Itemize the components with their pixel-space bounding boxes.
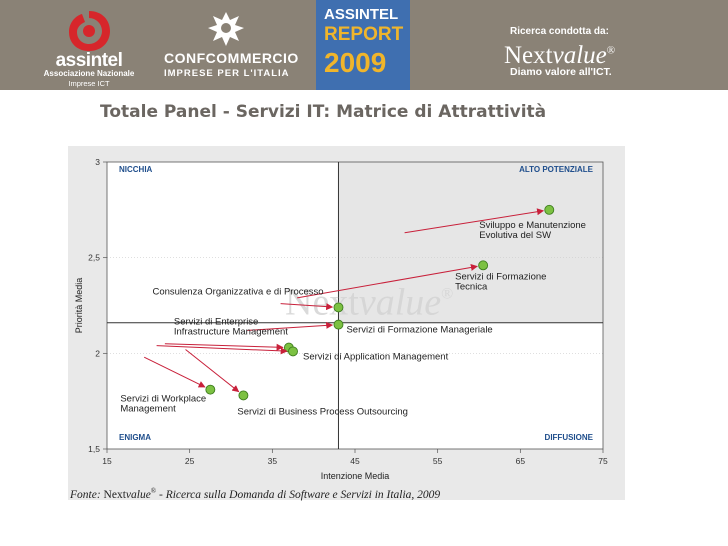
y-tick-label: 3 bbox=[95, 157, 100, 167]
data-point bbox=[544, 204, 555, 215]
assintel-logo: assintel Associazione Nazionale Imprese … bbox=[38, 8, 140, 88]
x-tick-label: 55 bbox=[433, 456, 443, 466]
data-point bbox=[288, 346, 298, 357]
data-point-label: Evolutiva del SW bbox=[479, 230, 551, 241]
data-point-label: Tecnica bbox=[455, 281, 488, 292]
report-year: 2009 bbox=[324, 47, 387, 78]
data-point-label: Consulenza Organizzativa e di Processo bbox=[152, 286, 323, 297]
trend-arrow bbox=[164, 343, 284, 351]
data-point-label: Servizi di Application Management bbox=[303, 351, 449, 362]
attractiveness-matrix-chart: Nextvalue® 15 25 35 45 55 65 75 3 2,5 2 1,5 Intenzio… bbox=[74, 157, 608, 481]
data-point bbox=[205, 384, 216, 395]
data-point-label: Servizi di Workplace bbox=[120, 394, 206, 405]
confcommercio-logo: CONFCOMMERCIO IMPRESE PER L'ITALIA bbox=[160, 10, 299, 88]
assintel-brand: assintel bbox=[55, 50, 123, 71]
data-point-label: Infrastructure Management bbox=[174, 327, 288, 338]
assintel-subtitle: Associazione Nazionale bbox=[43, 69, 135, 78]
y-tick-label: 2 bbox=[95, 348, 100, 358]
confcommercio-subtitle: IMPRESE PER L'ITALIA bbox=[164, 68, 290, 79]
assintel-mark-icon bbox=[69, 11, 110, 51]
nextvalue-block: Ricerca condotta da: Nextvalue® Diamo va… bbox=[500, 26, 700, 86]
data-point bbox=[238, 390, 249, 401]
data-point bbox=[333, 302, 344, 313]
trend-arrow bbox=[404, 208, 545, 234]
trend-arrow bbox=[247, 321, 334, 331]
y-axis-label: Priorità Media bbox=[74, 278, 84, 334]
header-banner: assintel Associazione Nazionale Imprese … bbox=[0, 0, 728, 90]
confcommercio-brand: CONFCOMMERCIO bbox=[164, 50, 299, 66]
quadrant-label: DIFFUSIONE bbox=[545, 433, 594, 442]
trend-arrow bbox=[143, 356, 206, 388]
nextvalue-tagline: Diamo valore all'ICT. bbox=[510, 66, 612, 78]
trend-arrow bbox=[280, 303, 334, 311]
quadrant-label: NICCHIA bbox=[119, 165, 153, 174]
x-tick-label: 15 bbox=[102, 456, 112, 466]
data-point-label: Servizi di Enterprise bbox=[174, 317, 258, 328]
x-axis-label: Intenzione Media bbox=[321, 471, 390, 481]
data-point-label: Servizi di Formazione Manageriale bbox=[346, 325, 492, 336]
quadrant-label: ALTO POTENZIALE bbox=[519, 165, 594, 174]
assintel-subtitle-2: Imprese ICT bbox=[68, 79, 110, 88]
y-tick-label: 2,5 bbox=[88, 253, 100, 263]
research-label: Ricerca condotta da: bbox=[510, 26, 609, 37]
quadrant-shade-top-right bbox=[338, 162, 603, 323]
report-badge: ASSINTEL REPORT 2009 bbox=[316, 0, 410, 90]
x-tick-label: 75 bbox=[598, 456, 608, 466]
report-line-2: REPORT bbox=[324, 24, 404, 45]
x-tick-label: 45 bbox=[350, 456, 360, 466]
trend-arrow bbox=[156, 345, 288, 355]
x-tick-label: 35 bbox=[268, 456, 278, 466]
trend-arrow bbox=[297, 263, 478, 299]
report-line-1: ASSINTEL bbox=[324, 6, 399, 23]
data-point-label: Management bbox=[120, 404, 176, 415]
x-tick-label: 65 bbox=[516, 456, 526, 466]
quadrant-label: ENIGMA bbox=[119, 433, 151, 442]
data-point-label: Sviluppo e Manutenzione bbox=[479, 220, 586, 231]
confcommercio-emblem-icon bbox=[208, 12, 244, 46]
nextvalue-logo: Nextvalue® bbox=[504, 42, 616, 69]
data-point bbox=[333, 319, 344, 330]
data-point-label: Servizi di Business Process Outsourcing bbox=[237, 406, 408, 417]
source-footer: Fonte: Nextvalue® - Ricerca sulla Domand… bbox=[70, 487, 441, 501]
data-point-label: Servizi di Formazione bbox=[455, 271, 546, 282]
page-title: Totale Panel - Servizi IT: Matrice di At… bbox=[100, 102, 547, 122]
trend-arrow bbox=[185, 349, 240, 393]
y-tick-label: 1,5 bbox=[88, 444, 100, 454]
x-tick-label: 25 bbox=[185, 456, 195, 466]
data-point bbox=[478, 260, 489, 271]
watermark-logo: Nextvalue® bbox=[285, 282, 453, 324]
